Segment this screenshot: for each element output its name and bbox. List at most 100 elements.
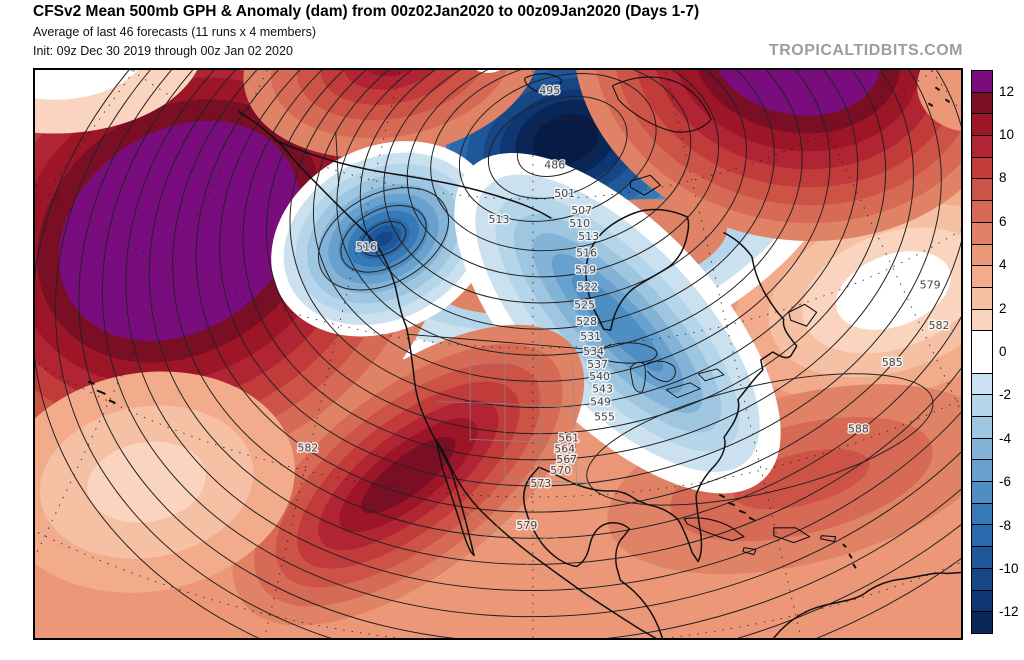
contour-label: 531	[580, 330, 601, 343]
victoria-island	[524, 73, 563, 93]
colorbar-tick-label: -4	[999, 430, 1012, 446]
colorbar-segment	[972, 481, 992, 503]
colorbar-segment	[972, 308, 992, 331]
contour-label: 582	[929, 319, 950, 332]
contour-label: 495	[539, 84, 560, 97]
colorbar-tick-label: -6	[999, 474, 1012, 490]
init-line: Init: 09z Dec 30 2019 through 00z Jan 02…	[33, 44, 293, 58]
colorbar-tick-label: 6	[999, 213, 1007, 229]
lake-erie	[665, 382, 701, 399]
weather-map: 495 486 501 507 510 513 516 519 522 525 528 531 534 5…	[33, 68, 963, 640]
colorbar-tick-labels: 12 10 8 6 4 2 0 -2 -4 -6 -8 -10 -12	[999, 70, 1024, 634]
contour-label: 516	[356, 241, 377, 254]
arctic-sea-islands	[928, 86, 951, 107]
colorbar-tick-label: 8	[999, 170, 1007, 186]
colorbar-tick-label: -8	[999, 517, 1012, 533]
coastline-west	[238, 110, 657, 638]
colorbar-segment	[972, 71, 992, 92]
colorbar-tick-label: 12	[999, 83, 1015, 99]
colorbar-segment	[972, 567, 992, 590]
colorbar-segment	[972, 135, 992, 157]
contour-label: 543	[592, 383, 613, 396]
colorbar-segment	[972, 286, 992, 309]
colorbar-tick-label: 0	[999, 344, 1007, 359]
colorbar-segment	[972, 156, 992, 179]
colorbar-tick-label: 10	[999, 127, 1015, 143]
colorbar-segment	[972, 178, 992, 201]
contour-label: 579	[516, 519, 537, 532]
contour-label: 570	[550, 464, 571, 477]
contour-label: 579	[920, 278, 941, 291]
colorbar-segment	[972, 113, 992, 136]
contour-label: 516	[576, 247, 597, 260]
colorbar-segment	[972, 524, 992, 547]
hispaniola-island	[773, 527, 811, 544]
lesser-antilles-islands	[842, 543, 857, 569]
anomaly-shading-layer	[35, 70, 961, 626]
colorbar-segment	[972, 265, 992, 287]
colorbar-tick-label: -10	[999, 560, 1019, 576]
contour-label: 582	[297, 441, 318, 454]
contour-label: 522	[577, 280, 598, 293]
contour-label: 564	[554, 442, 575, 455]
coastline-arctic	[273, 138, 552, 219]
colorbar-segment	[972, 437, 992, 460]
colorbar-tick-label: -12	[999, 604, 1019, 620]
colorbar-segment	[972, 416, 992, 438]
contour-label: 507	[571, 204, 592, 217]
jamaica-island	[742, 547, 757, 556]
map-svg: 4954865015075105135165195225255285315345…	[35, 70, 961, 638]
contour-label: 513	[489, 213, 510, 226]
contour-lines-layer	[35, 70, 961, 638]
colorbar-tick-label: 2	[999, 300, 1007, 316]
coastline-east	[522, 232, 798, 638]
contour-label: 573	[530, 477, 551, 490]
south-america-coast	[773, 571, 961, 638]
colorbar	[971, 70, 993, 634]
us-state-borders	[437, 330, 589, 488]
contour-label: 519	[575, 264, 596, 277]
colorbar-segment	[972, 459, 992, 482]
newfoundland-island	[788, 303, 818, 327]
colorbar-segment	[972, 91, 992, 114]
hudson-bay-coast	[585, 208, 690, 331]
contour-label: 486	[544, 158, 565, 171]
contour-label: 525	[574, 298, 595, 311]
colorbar-segment	[972, 502, 992, 525]
page-title: CFSv2 Mean 500mb GPH & Anomaly (dam) fro…	[33, 3, 700, 20]
colorbar-segment	[972, 221, 992, 244]
contour-label: 555	[594, 411, 615, 424]
colorbar-segment	[972, 546, 992, 568]
contour-label: 537	[587, 358, 608, 371]
contour-label: 510	[569, 217, 590, 230]
contour-label: 561	[558, 431, 579, 444]
contour-label: 528	[576, 315, 597, 328]
graticule-layer	[35, 70, 961, 638]
watermark: TROPICALTIDBITS.COM	[768, 42, 963, 59]
coastlines-layer	[87, 73, 961, 638]
colorbar-segment	[972, 330, 992, 373]
us-canada-border	[335, 131, 599, 351]
colorbar-segment	[972, 372, 992, 395]
colorbar-segment	[972, 200, 992, 222]
colorbar-segment	[972, 243, 992, 266]
southampton-island	[629, 174, 661, 196]
contour-label: 585	[882, 356, 903, 369]
hawaii-islands	[87, 380, 116, 404]
contour-label: 588	[848, 422, 869, 435]
colorbar-tick-label: -2	[999, 387, 1012, 403]
lake-michigan-huron	[629, 360, 676, 393]
colorbar-segment	[972, 589, 992, 612]
mexico-state-borders	[464, 508, 604, 608]
bahamas-islands	[719, 494, 755, 521]
contour-labels-layer: 4954865015075105135165195225255285315345…	[296, 82, 951, 533]
subtitle-line: Average of last 46 forecasts (11 runs x …	[33, 25, 316, 39]
cuba-island	[683, 517, 745, 542]
lake-superior	[596, 342, 658, 364]
colorbar-tick-label: 4	[999, 257, 1007, 273]
contour-label: 549	[590, 396, 611, 409]
contour-label: 501	[554, 187, 575, 200]
contour-label: 534	[583, 345, 604, 358]
puerto-rico-island	[820, 535, 837, 543]
